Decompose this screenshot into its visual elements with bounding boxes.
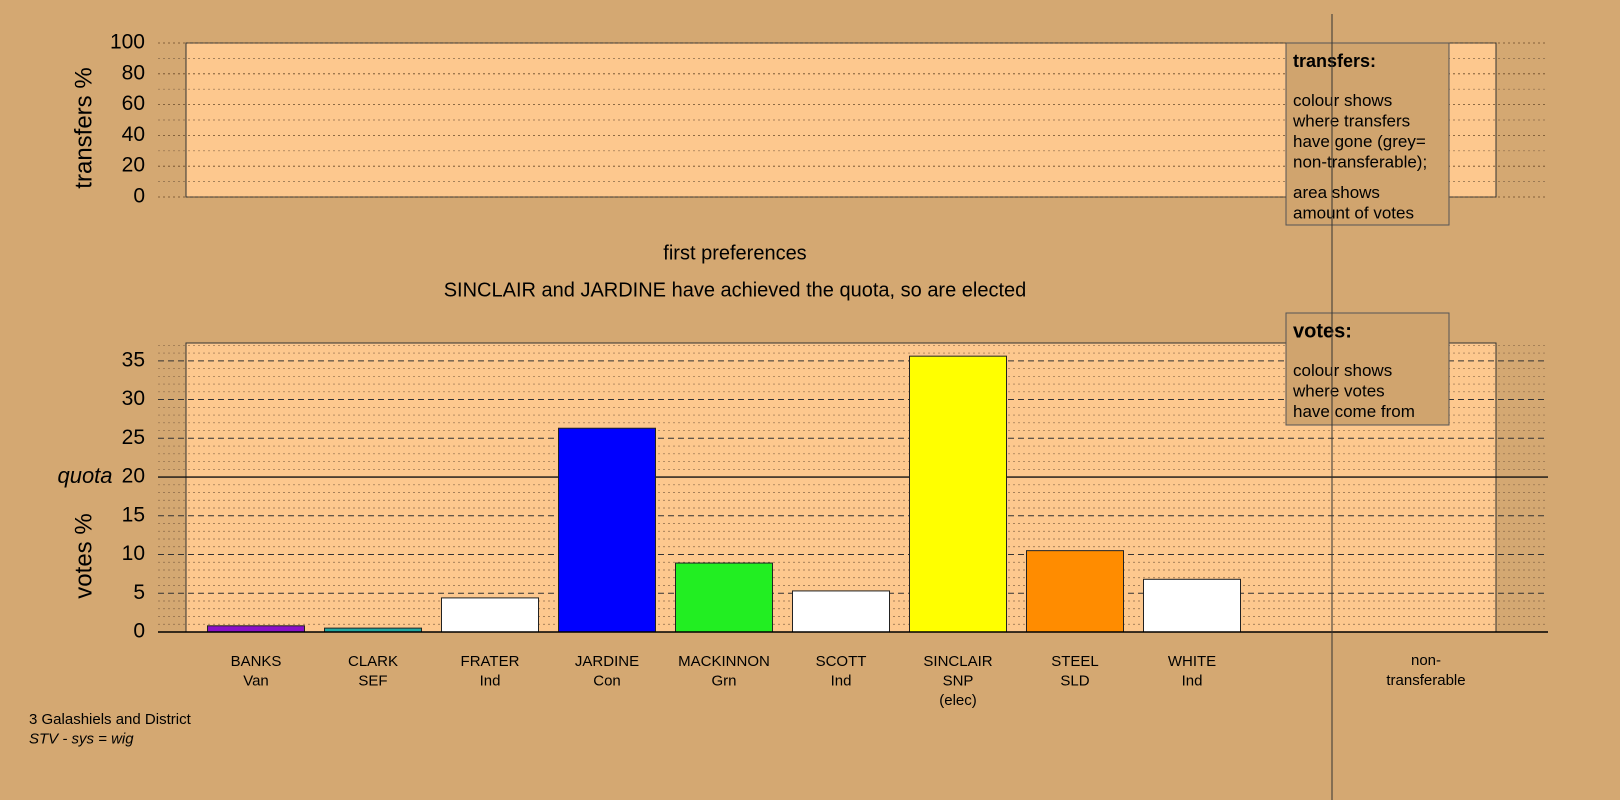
x-tick-label: Ind xyxy=(480,672,501,689)
x-tick-label: Van xyxy=(243,672,269,689)
footer-text: STV - sys = wig xyxy=(29,730,134,747)
x-tick-label: STEEL xyxy=(1051,653,1099,670)
x-tick-label: SCOTT xyxy=(816,653,867,670)
x-tick-label: JARDINE xyxy=(575,653,639,670)
y-tick-label: 5 xyxy=(133,581,145,604)
legend-box xyxy=(1285,312,1450,426)
y-tick-label: 25 xyxy=(122,426,145,449)
x-tick-label: non- xyxy=(1411,652,1441,669)
y-tick-label: 80 xyxy=(122,61,145,84)
y-tick-label: 20 xyxy=(122,154,145,177)
bar xyxy=(675,562,773,633)
bar xyxy=(792,590,890,633)
x-tick-label: Con xyxy=(593,672,621,689)
bar xyxy=(207,625,305,633)
x-tick-label: SINCLAIR xyxy=(923,653,992,670)
y-tick-label: 20 xyxy=(122,465,145,488)
bar xyxy=(1026,550,1124,633)
y-tick-label: 10 xyxy=(122,542,145,565)
footer-text: 3 Galashiels and District xyxy=(29,711,192,728)
chart-subtitle: SINCLAIR and JARDINE have achieved the q… xyxy=(444,279,1027,301)
bar xyxy=(909,355,1007,633)
legend-text: colour shows xyxy=(1293,361,1392,380)
legend-title: transfers: xyxy=(1293,51,1376,71)
x-tick-label: Grn xyxy=(711,672,736,689)
legend-text: have gone (grey= xyxy=(1293,132,1426,151)
x-tick-label: Ind xyxy=(831,672,852,689)
legend-text: where transfers xyxy=(1292,111,1410,130)
plot-area xyxy=(185,342,1497,633)
legend-box xyxy=(1285,42,1450,226)
y-axis-label: votes % xyxy=(70,513,97,598)
bar xyxy=(558,427,656,633)
y-tick-label: 30 xyxy=(122,387,145,410)
legend-text: colour shows xyxy=(1293,91,1392,110)
x-tick-label: BANKS xyxy=(231,653,282,670)
y-tick-label: 35 xyxy=(122,348,145,371)
bar xyxy=(441,597,539,633)
x-tick-label: SNP xyxy=(943,672,974,689)
chart-title: first preferences xyxy=(663,242,806,264)
y-tick-label: 100 xyxy=(110,31,145,54)
legend-text: have come from xyxy=(1293,402,1415,421)
x-tick-label: SEF xyxy=(358,672,387,689)
x-tick-label: Ind xyxy=(1182,672,1203,689)
legend-title: votes: xyxy=(1293,320,1352,342)
legend-text: amount of votes xyxy=(1293,203,1414,222)
x-tick-label: SLD xyxy=(1060,672,1089,689)
x-tick-label: (elec) xyxy=(939,692,977,709)
y-tick-label: 40 xyxy=(122,123,145,146)
y-axis-label: transfers % xyxy=(70,67,97,188)
y-tick-label: 60 xyxy=(122,92,145,115)
x-tick-label: transferable xyxy=(1386,672,1465,689)
x-tick-label: CLARK xyxy=(348,653,398,670)
legend-text: area shows xyxy=(1293,183,1380,202)
legend-text: non-transferable); xyxy=(1293,152,1427,171)
quota-label: quota xyxy=(57,463,112,488)
x-tick-label: FRATER xyxy=(461,653,520,670)
legend-text: where votes xyxy=(1292,381,1385,400)
y-tick-label: 15 xyxy=(122,503,145,526)
x-tick-label: WHITE xyxy=(1168,653,1216,670)
x-tick-label: MACKINNON xyxy=(678,653,770,670)
bar xyxy=(1143,578,1241,633)
y-tick-label: 0 xyxy=(133,620,145,643)
y-tick-label: 0 xyxy=(133,185,145,208)
